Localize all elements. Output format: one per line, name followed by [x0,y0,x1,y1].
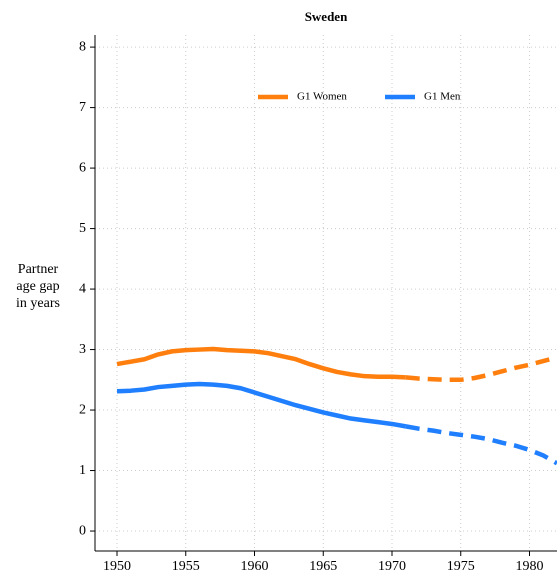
y-tick-label: 7 [79,100,86,115]
x-tick-label: 1975 [447,559,475,574]
y-axis-label: Partner [18,262,59,277]
projected-line [405,424,557,466]
projected-line [405,355,557,383]
y-tick-label: 8 [79,39,86,54]
chart-title: Sweden [305,9,348,24]
x-tick-label: 1980 [516,559,544,574]
line [116,346,406,380]
y-tick-label: 1 [79,463,86,478]
x-tick-label: 1970 [378,559,406,574]
y-tick-label: 6 [79,160,86,175]
y-tick-label: 5 [79,221,86,236]
legend-label: G1 Men [424,91,461,103]
y-axis-label: in years [16,296,60,311]
x-tick-label: 1955 [172,559,200,574]
line [116,381,407,429]
x-tick-label: 1950 [103,559,131,574]
legend-label: G1 Women [297,91,347,103]
x-tick-label: 1965 [309,559,337,574]
x-tick-label: 1960 [241,559,269,574]
y-tick-label: 3 [79,342,86,357]
y-tick-label: 2 [79,402,86,417]
y-axis-label: age gap [16,279,59,294]
y-tick-label: 0 [79,523,86,538]
y-tick-label: 4 [79,281,86,296]
